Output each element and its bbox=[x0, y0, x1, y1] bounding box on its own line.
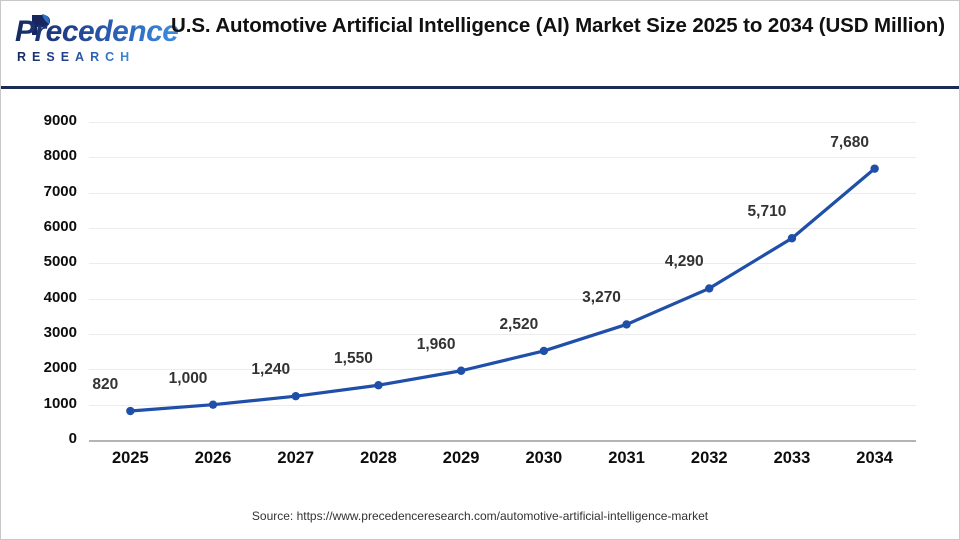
page-title: U.S. Automotive Artificial Intelligence … bbox=[171, 14, 945, 37]
x-axis-tick-label: 2033 bbox=[773, 449, 811, 467]
x-axis-tick-label: 2031 bbox=[608, 449, 645, 467]
data-point-marker bbox=[456, 366, 466, 375]
y-axis-tick-label: 8000 bbox=[43, 147, 77, 165]
source-caption: Source: https://www.precedenceresearch.c… bbox=[251, 509, 709, 523]
gridline bbox=[89, 192, 916, 194]
gridline bbox=[89, 122, 916, 123]
data-point-label: 7,680 bbox=[830, 133, 870, 151]
line-chart: 9000 8000 7000 6000 5000 4000 3000 2000 1000 0 20… bbox=[1, 89, 959, 538]
gridline bbox=[89, 228, 916, 229]
y-axis-tick-label: 2000 bbox=[43, 359, 77, 377]
data-point-label: 5,710 bbox=[747, 203, 787, 221]
data-point-label: 2,520 bbox=[499, 315, 539, 333]
gridline bbox=[89, 334, 916, 335]
series-plot bbox=[126, 164, 879, 416]
header-divider bbox=[1, 86, 959, 89]
data-point-marker bbox=[622, 320, 631, 329]
x-axis-tick-label: 2032 bbox=[690, 449, 728, 467]
data-point-label: 820 bbox=[92, 376, 119, 394]
data-point-marker bbox=[291, 391, 300, 401]
gridline bbox=[89, 263, 916, 265]
data-point-marker bbox=[787, 234, 797, 243]
x-axis-tick-label: 2030 bbox=[525, 449, 563, 467]
logo-subtitle: RESEARCH bbox=[17, 50, 136, 64]
x-axis-tick-label: 2025 bbox=[111, 449, 149, 467]
leaf-p-mark-icon bbox=[32, 14, 50, 35]
data-point-label: 1,000 bbox=[168, 369, 208, 387]
y-axis-tick-label: 3000 bbox=[43, 324, 77, 341]
x-axis-line bbox=[89, 440, 916, 442]
data-point-label: 1,960 bbox=[416, 335, 456, 353]
gridline bbox=[89, 157, 916, 159]
y-axis-tick-label: 5000 bbox=[43, 253, 77, 271]
data-point-label: 1,240 bbox=[251, 361, 291, 379]
x-axis-tick-label: 2029 bbox=[442, 449, 480, 467]
gridline bbox=[89, 404, 916, 406]
y-axis-tick-label: 0 bbox=[68, 430, 77, 447]
gridline bbox=[89, 369, 916, 371]
x-axis-tick-label: 2026 bbox=[194, 449, 232, 467]
gridline bbox=[89, 298, 916, 300]
data-point-marker bbox=[208, 400, 218, 409]
data-point-label: 3,270 bbox=[582, 289, 621, 307]
data-point-label: 1,550 bbox=[334, 350, 373, 368]
logo-wordmark: Precedence bbox=[15, 15, 179, 48]
y-axis-tick-label: 1000 bbox=[43, 394, 77, 412]
y-axis-tick-label: 9000 bbox=[43, 112, 77, 129]
data-point-marker bbox=[705, 284, 714, 293]
data-point-marker bbox=[126, 406, 135, 416]
series-line bbox=[128, 167, 877, 413]
data-point-marker bbox=[870, 164, 879, 173]
x-axis-tick-label: 2027 bbox=[277, 449, 315, 467]
precedence-research-logo: Precedence RESEARCH bbox=[15, 9, 179, 71]
data-point-marker bbox=[539, 346, 549, 356]
y-axis-tick-label: 6000 bbox=[43, 218, 77, 235]
x-axis-tick-label: 2028 bbox=[360, 449, 397, 467]
y-axis-tick-label: 7000 bbox=[43, 182, 77, 200]
header: Precedence RESEARCH U.S. Automotive Arti… bbox=[1, 1, 959, 87]
x-axis-tick-label: 2034 bbox=[856, 449, 893, 467]
data-point-label: 4,290 bbox=[664, 253, 704, 271]
y-axis-tick-label: 4000 bbox=[43, 288, 77, 306]
data-point-marker bbox=[374, 381, 383, 390]
